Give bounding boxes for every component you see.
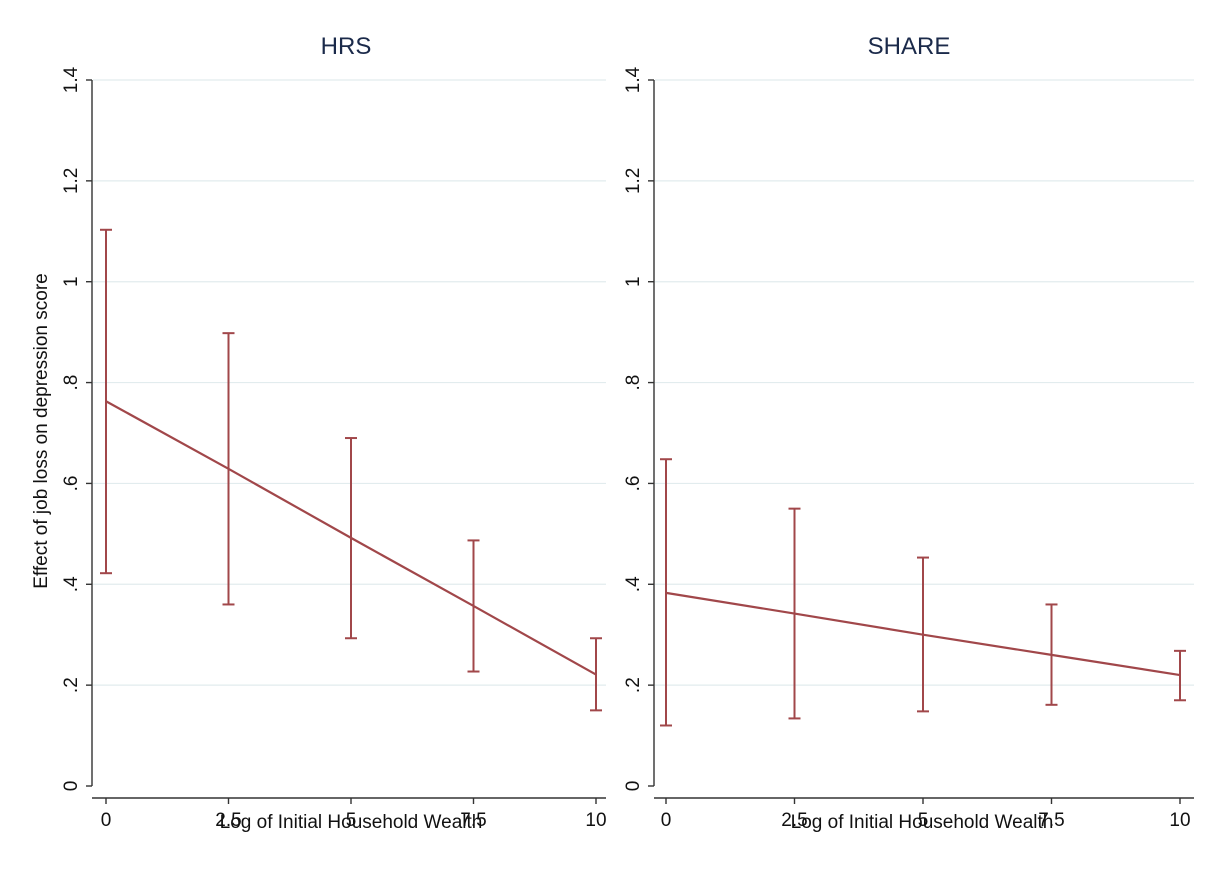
y-tick-label: .6: [623, 475, 644, 491]
x-tick-label: 2.5: [215, 810, 241, 831]
y-tick-label: 0: [61, 781, 82, 792]
y-tick-label: 1.2: [623, 168, 644, 194]
y-tick-label: .2: [61, 677, 82, 693]
x-axis-title: Log of Initial Household Wealth: [791, 812, 1054, 833]
x-tick-label: 10: [1169, 810, 1190, 831]
x-tick-label: 0: [661, 810, 672, 831]
x-axis-title: Log of Initial Household Wealth: [220, 812, 483, 833]
x-tick-label: 5: [918, 810, 929, 831]
x-tick-label: 10: [585, 810, 606, 831]
estimate-line: [105, 400, 597, 676]
y-tick-label: .4: [623, 576, 644, 592]
x-tick-label: 7.5: [1038, 810, 1064, 831]
y-tick-label: 1: [61, 276, 82, 287]
y-tick-label: .8: [623, 375, 644, 391]
x-tick-label: 0: [101, 810, 112, 831]
panel-title: SHARE: [868, 33, 951, 60]
y-tick-label: .2: [623, 677, 644, 693]
y-tick-label: .8: [61, 375, 82, 391]
x-tick-label: 7.5: [460, 810, 486, 831]
panel-hrs: HRS 0 .2 .4 .6 .8 1 1.2 1.4 0 2.5 5 7.5 10 Log of In…: [31, 33, 607, 833]
y-axis-title: Effect of job loss on depression score: [31, 273, 52, 588]
y-tick-label: 1.4: [623, 66, 644, 93]
x-tick-label: 5: [346, 810, 357, 831]
y-tick-label: .6: [61, 475, 82, 491]
y-tick-label: 1.4: [61, 66, 82, 93]
panel-title: HRS: [321, 33, 372, 60]
y-tick-label: 1.2: [61, 168, 82, 194]
estimate-line: [665, 591, 1181, 677]
y-tick-label: .4: [61, 576, 82, 592]
panel-share: SHARE 0 .2 .4 .6 .8 1 1.2 1.4 0 2.5 5 7.5 10 Log of …: [623, 33, 1194, 833]
y-tick-label: 0: [623, 781, 644, 792]
x-tick-label: 2.5: [781, 810, 807, 831]
y-tick-label: 1: [623, 276, 644, 287]
